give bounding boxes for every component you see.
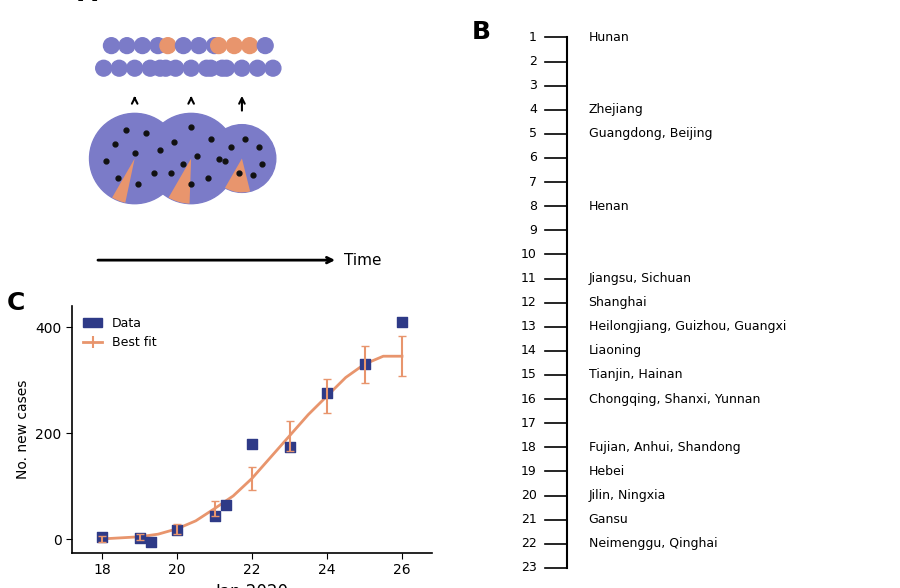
Wedge shape: [168, 159, 191, 203]
Circle shape: [199, 61, 214, 76]
Text: Fujian, Anhui, Shandong: Fujian, Anhui, Shandong: [589, 441, 740, 454]
Circle shape: [119, 38, 135, 54]
Text: 23: 23: [521, 562, 536, 574]
Text: Neimenggu, Qinghai: Neimenggu, Qinghai: [589, 537, 717, 550]
Wedge shape: [225, 159, 250, 192]
Text: Liaoning: Liaoning: [589, 345, 642, 358]
Text: 1: 1: [529, 31, 536, 44]
Point: [207, 511, 221, 520]
Circle shape: [176, 38, 192, 54]
Point: [170, 526, 184, 535]
Text: B: B: [472, 21, 491, 44]
Text: 14: 14: [521, 345, 536, 358]
Circle shape: [242, 38, 257, 54]
Text: Gansu: Gansu: [589, 513, 628, 526]
Text: 11: 11: [521, 272, 536, 285]
Circle shape: [257, 38, 273, 54]
Circle shape: [158, 61, 174, 76]
Text: A: A: [78, 0, 97, 6]
Circle shape: [160, 38, 176, 54]
Text: 19: 19: [521, 465, 536, 478]
Circle shape: [146, 113, 237, 203]
Point: [144, 537, 158, 546]
Text: 16: 16: [521, 393, 536, 406]
Text: Hebei: Hebei: [589, 465, 625, 478]
Text: 20: 20: [521, 489, 536, 502]
Circle shape: [184, 61, 199, 76]
Circle shape: [152, 61, 168, 76]
Point: [245, 439, 259, 449]
Text: 18: 18: [521, 441, 536, 454]
Circle shape: [191, 38, 207, 54]
Text: Zhejiang: Zhejiang: [589, 103, 644, 116]
Circle shape: [150, 38, 166, 54]
Text: 7: 7: [529, 176, 536, 189]
Circle shape: [266, 61, 281, 76]
Text: 17: 17: [521, 417, 536, 430]
Text: 6: 6: [529, 152, 536, 165]
Text: Heilongjiang, Guizhou, Guangxi: Heilongjiang, Guizhou, Guangxi: [589, 320, 786, 333]
Text: 3: 3: [529, 79, 536, 92]
Legend: Data, Best fit: Data, Best fit: [78, 312, 162, 354]
Circle shape: [211, 38, 227, 54]
Text: Guangdong, Beijing: Guangdong, Beijing: [589, 128, 712, 141]
Circle shape: [214, 61, 230, 76]
Text: 10: 10: [521, 248, 536, 261]
Point: [320, 389, 334, 398]
Circle shape: [127, 61, 142, 76]
Circle shape: [112, 61, 127, 76]
Y-axis label: No. new cases: No. new cases: [16, 379, 30, 479]
Circle shape: [208, 125, 275, 192]
Text: Jilin, Ningxia: Jilin, Ningxia: [589, 489, 666, 502]
Text: 21: 21: [521, 513, 536, 526]
X-axis label: Jan 2020: Jan 2020: [215, 583, 289, 588]
Circle shape: [95, 61, 112, 76]
Point: [283, 442, 297, 451]
Point: [132, 534, 147, 543]
Text: C: C: [7, 291, 25, 315]
Text: 9: 9: [529, 224, 536, 237]
Circle shape: [226, 38, 242, 54]
Wedge shape: [112, 159, 135, 203]
Circle shape: [142, 61, 158, 76]
Circle shape: [203, 61, 219, 76]
Text: Tianjin, Hainan: Tianjin, Hainan: [589, 369, 682, 382]
Point: [395, 317, 410, 326]
Text: Henan: Henan: [589, 200, 629, 213]
Text: Shanghai: Shanghai: [589, 296, 647, 309]
Text: Jiangsu, Sichuan: Jiangsu, Sichuan: [589, 272, 691, 285]
Text: 13: 13: [521, 320, 536, 333]
Circle shape: [89, 113, 180, 203]
Point: [219, 500, 233, 510]
Circle shape: [167, 61, 184, 76]
Circle shape: [134, 38, 150, 54]
Circle shape: [104, 38, 120, 54]
Text: Time: Time: [344, 253, 381, 268]
Text: 12: 12: [521, 296, 536, 309]
Circle shape: [206, 38, 222, 54]
Text: Hunan: Hunan: [589, 31, 629, 44]
Text: 22: 22: [521, 537, 536, 550]
Circle shape: [234, 61, 250, 76]
Text: 2: 2: [529, 55, 536, 68]
Text: 4: 4: [529, 103, 536, 116]
Text: 15: 15: [521, 369, 536, 382]
Circle shape: [249, 61, 266, 76]
Point: [94, 533, 109, 542]
Point: [357, 359, 372, 369]
Text: 8: 8: [529, 200, 536, 213]
Text: 5: 5: [529, 128, 536, 141]
Circle shape: [219, 61, 234, 76]
Text: Chongqing, Shanxi, Yunnan: Chongqing, Shanxi, Yunnan: [589, 393, 760, 406]
